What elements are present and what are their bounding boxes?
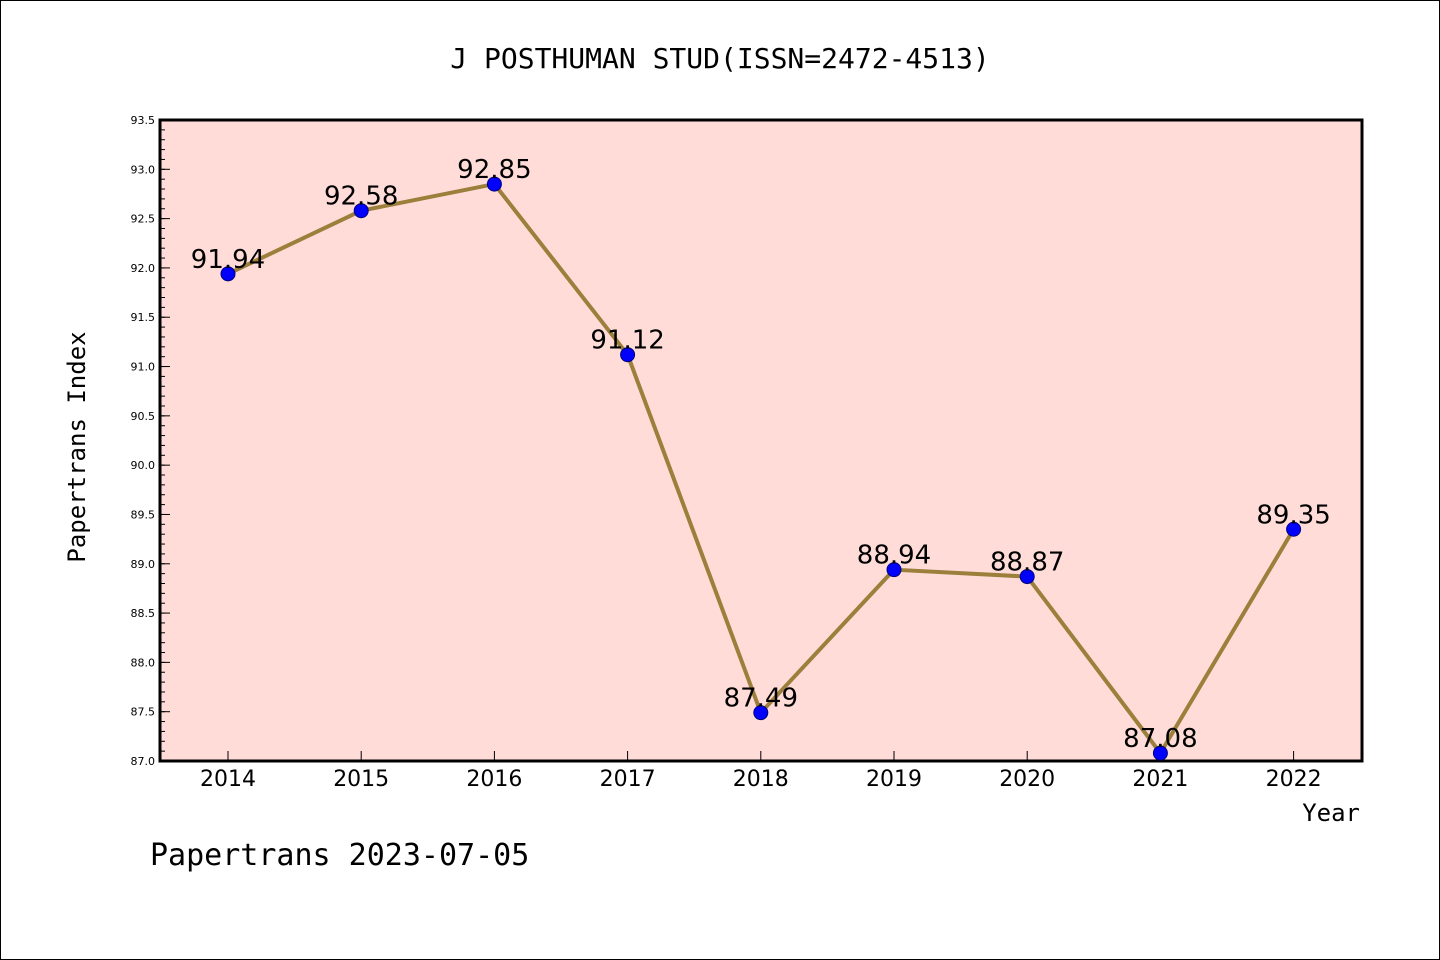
data-label: 88.87 xyxy=(990,548,1064,578)
y-tick-label: 93.5 xyxy=(131,114,156,127)
data-label: 92.58 xyxy=(324,182,398,212)
data-point xyxy=(486,176,502,192)
data-point xyxy=(1019,569,1035,585)
x-tick-label: 2022 xyxy=(1266,767,1322,792)
data-label: 88.94 xyxy=(857,541,931,571)
x-tick-label: 2015 xyxy=(333,767,389,792)
y-tick-label: 89.0 xyxy=(131,558,156,571)
y-tick-label: 92.0 xyxy=(131,262,156,275)
y-tick-label: 90.0 xyxy=(131,459,156,472)
x-tick-label: 2014 xyxy=(200,767,256,792)
data-label: 91.94 xyxy=(191,245,265,275)
data-label: 92.85 xyxy=(457,155,531,185)
x-tick-label: 2020 xyxy=(999,767,1055,792)
y-tick-label: 88.5 xyxy=(131,607,156,620)
series-papertrans-index: 91.94 92.58 92.85 91.12 87.49 88.94 88.87 87.08… xyxy=(191,155,1331,761)
y-tick-label: 93.0 xyxy=(131,163,156,176)
y-tick-label: 87.5 xyxy=(131,706,156,719)
y-tick-label: 91.0 xyxy=(131,361,156,374)
data-point xyxy=(886,562,902,578)
x-tick-label: 2018 xyxy=(733,767,789,792)
x-tick-label: 2017 xyxy=(600,767,656,792)
x-axis-ticks: 2014 2015 2016 2017 2018 2019 2020 2021 2022 xyxy=(200,751,1322,792)
y-tick-label: 87.0 xyxy=(131,755,156,768)
data-point xyxy=(353,203,369,219)
x-tick-label: 2016 xyxy=(466,767,522,792)
plot-area xyxy=(158,118,1364,763)
data-point xyxy=(620,347,636,363)
footer-stamp: Papertrans 2023-07-05 xyxy=(150,838,529,873)
y-tick-label: 91.5 xyxy=(131,311,156,324)
data-label: 87.08 xyxy=(1123,724,1197,754)
y-tick-label: 89.5 xyxy=(131,508,156,521)
data-point xyxy=(753,705,769,721)
chart-title: J POSTHUMAN STUD(ISSN=2472-4513) xyxy=(450,42,989,75)
data-point xyxy=(220,266,236,282)
data-label: 87.49 xyxy=(724,684,798,714)
x-tick-label: 2019 xyxy=(866,767,922,792)
data-label: 89.35 xyxy=(1256,500,1330,530)
data-point xyxy=(1152,745,1168,761)
y-tick-label: 90.5 xyxy=(131,410,156,423)
x-tick-label: 2021 xyxy=(1132,767,1188,792)
data-point xyxy=(1286,521,1302,537)
y-axis-label: Papertrans Index xyxy=(63,331,91,562)
y-axis-ticks: 87.0 87.5 88.0 88.5 89.0 89.5 90.0 90.5 91.0 91.5… xyxy=(131,114,170,768)
data-label: 91.12 xyxy=(590,326,664,356)
y-tick-label: 92.5 xyxy=(131,213,156,226)
y-tick-label: 88.0 xyxy=(131,656,156,669)
x-axis-label: Year xyxy=(1302,799,1360,827)
